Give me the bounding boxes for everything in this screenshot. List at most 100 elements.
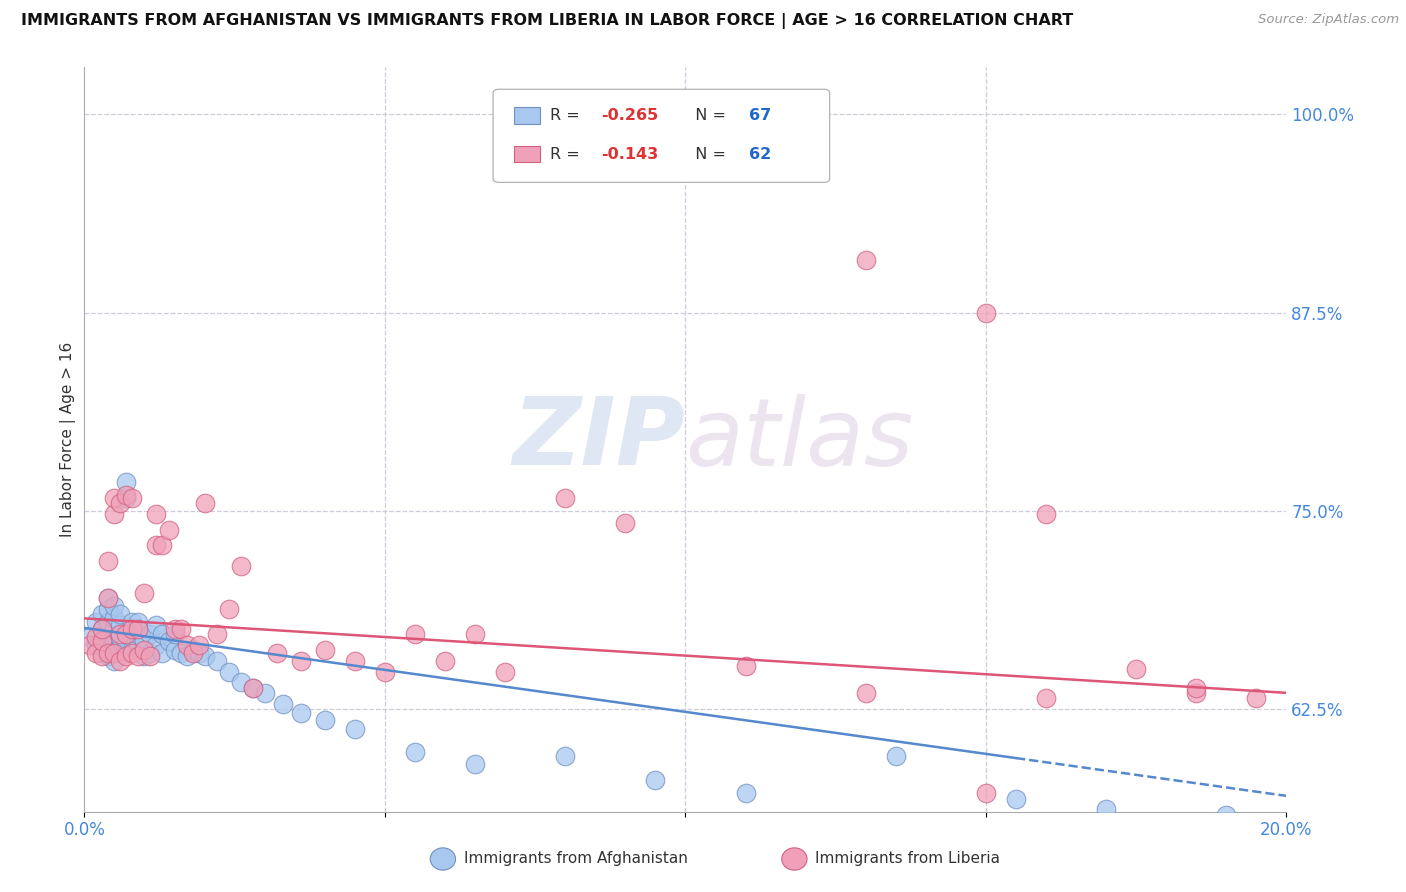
Point	[115, 649, 138, 664]
Point	[103, 507, 125, 521]
Point	[115, 488, 138, 502]
Point	[404, 627, 426, 641]
Point	[91, 623, 114, 637]
Point	[464, 757, 486, 772]
Text: -0.265: -0.265	[602, 108, 658, 123]
Point	[86, 615, 108, 629]
Point	[110, 496, 132, 510]
Point	[205, 654, 228, 668]
Point	[134, 643, 156, 657]
Point	[614, 516, 637, 531]
Point	[218, 602, 240, 616]
Point	[103, 646, 125, 660]
Point	[103, 643, 125, 657]
Point	[145, 638, 167, 652]
Point	[127, 623, 149, 637]
Text: Source: ZipAtlas.com: Source: ZipAtlas.com	[1258, 13, 1399, 27]
Point	[110, 627, 132, 641]
Point	[103, 611, 125, 625]
Point	[163, 627, 186, 641]
Point	[115, 646, 138, 660]
Point	[242, 681, 264, 695]
Point	[97, 646, 120, 660]
Point	[374, 665, 396, 680]
Y-axis label: In Labor Force | Age > 16: In Labor Force | Age > 16	[60, 342, 76, 537]
Point	[91, 633, 114, 648]
Text: ZIP: ZIP	[513, 393, 686, 485]
Point	[218, 665, 240, 680]
Point	[152, 646, 174, 660]
Point	[121, 623, 143, 637]
Point	[152, 627, 174, 641]
Point	[127, 638, 149, 652]
Point	[134, 649, 156, 664]
Text: -0.143: -0.143	[602, 146, 658, 161]
Point	[1035, 690, 1057, 705]
Ellipse shape	[782, 847, 807, 871]
Point	[169, 646, 191, 660]
Point	[1125, 662, 1147, 676]
Point	[464, 627, 486, 641]
Point	[176, 649, 198, 664]
Point	[163, 623, 186, 637]
Point	[110, 617, 132, 632]
Point	[86, 646, 108, 660]
Point	[145, 617, 167, 632]
Point	[271, 697, 294, 711]
Point	[97, 615, 120, 629]
Point	[1246, 690, 1268, 705]
Point	[290, 654, 312, 668]
Point	[163, 643, 186, 657]
Point	[855, 253, 877, 268]
Point	[91, 633, 114, 648]
FancyBboxPatch shape	[513, 107, 540, 123]
Point	[734, 659, 756, 673]
Point	[121, 615, 143, 629]
Point	[134, 633, 156, 648]
Point	[554, 749, 576, 764]
Point	[266, 646, 288, 660]
Point	[115, 491, 138, 505]
Text: IMMIGRANTS FROM AFGHANISTAN VS IMMIGRANTS FROM LIBERIA IN LABOR FORCE | AGE > 16: IMMIGRANTS FROM AFGHANISTAN VS IMMIGRANT…	[21, 13, 1073, 29]
Point	[103, 599, 125, 613]
Point	[1035, 507, 1057, 521]
Point	[194, 649, 217, 664]
Point	[157, 523, 180, 537]
Point	[290, 706, 312, 721]
Point	[91, 623, 114, 637]
Text: R =: R =	[550, 146, 585, 161]
Point	[110, 631, 132, 645]
Point	[253, 686, 276, 700]
Point	[974, 305, 997, 319]
Point	[734, 786, 756, 800]
Point	[110, 607, 132, 621]
Point	[121, 631, 143, 645]
Text: atlas: atlas	[686, 393, 914, 485]
Point	[110, 654, 132, 668]
Text: Immigrants from Afghanistan: Immigrants from Afghanistan	[464, 852, 688, 866]
Point	[1005, 792, 1028, 806]
Point	[121, 646, 143, 660]
Text: 67: 67	[749, 108, 772, 123]
Point	[229, 674, 252, 689]
Point	[145, 507, 167, 521]
Point	[974, 786, 997, 800]
Point	[115, 475, 138, 489]
Point	[127, 649, 149, 664]
Point	[644, 772, 666, 787]
Point	[139, 649, 162, 664]
Point	[1095, 801, 1118, 815]
Text: N =: N =	[686, 146, 731, 161]
Point	[91, 649, 114, 664]
Point	[115, 633, 138, 648]
Point	[110, 641, 132, 656]
Point	[139, 627, 162, 641]
Point	[103, 654, 125, 668]
Point	[314, 713, 336, 727]
Point	[157, 633, 180, 648]
Point	[242, 681, 264, 695]
Point	[91, 607, 114, 621]
Point	[187, 638, 209, 652]
Point	[79, 638, 101, 652]
Point	[97, 649, 120, 664]
